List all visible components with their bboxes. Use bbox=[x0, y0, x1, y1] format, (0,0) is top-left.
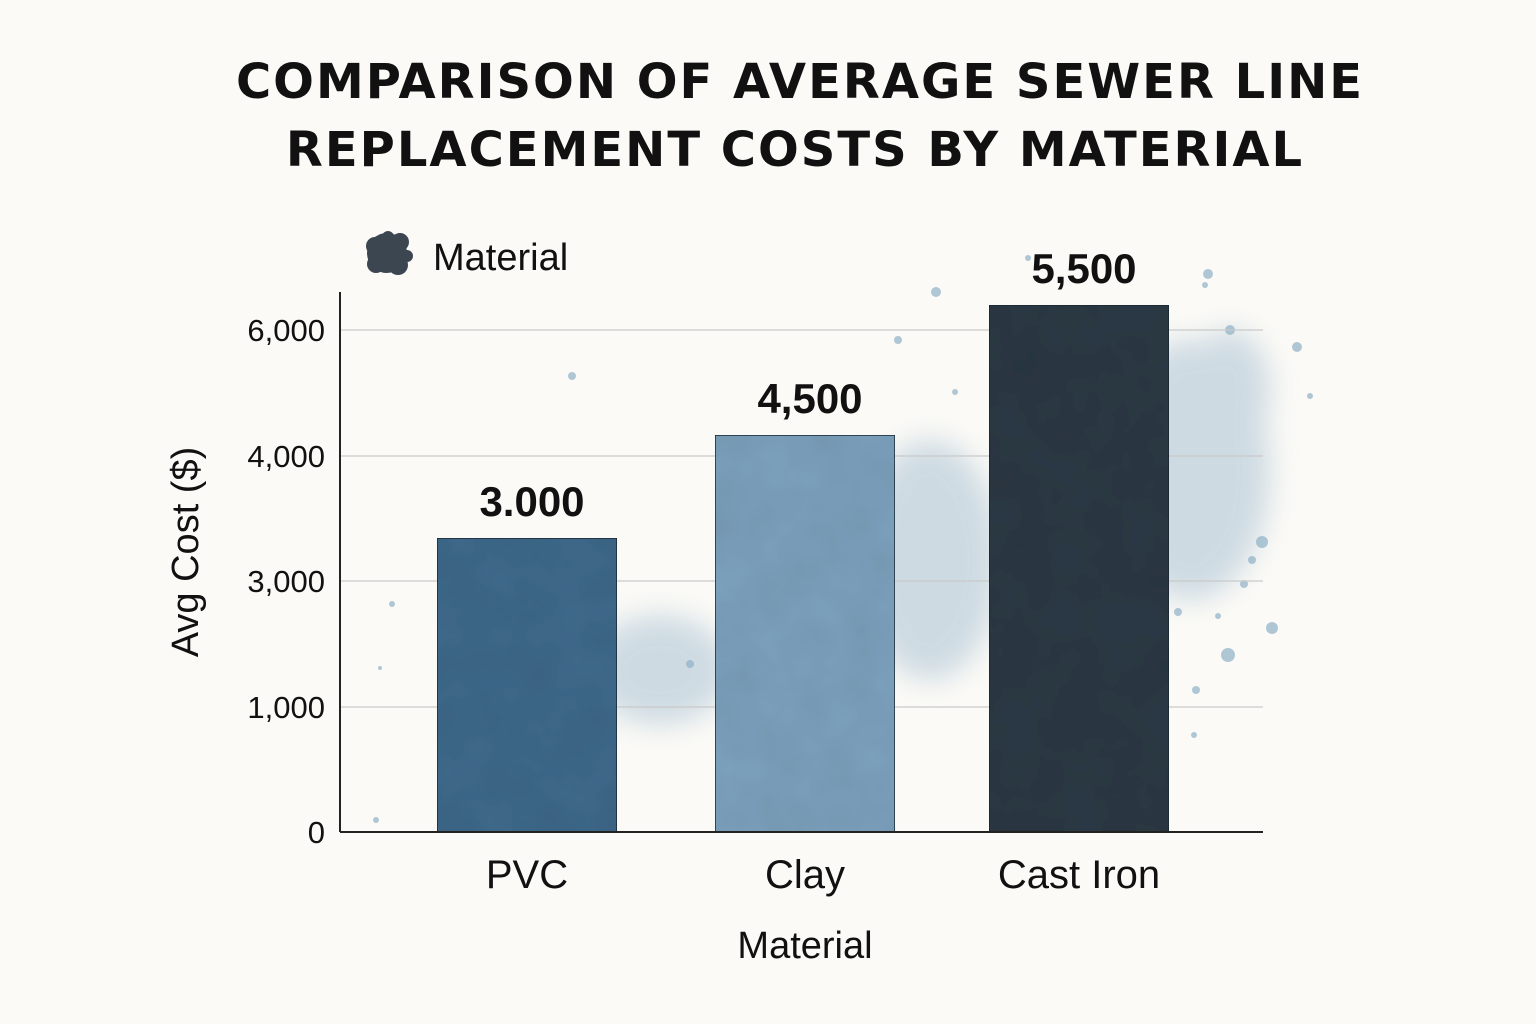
chart-title: COMPARISON OF AVERAGE SEWER LINE REPLACE… bbox=[236, 54, 1364, 178]
splatter-dot bbox=[686, 660, 694, 668]
legend-swatch-blob bbox=[401, 250, 413, 262]
y-tick-label: 1,000 bbox=[247, 690, 325, 725]
x-tick-label: Clay bbox=[765, 853, 845, 897]
splatter-dots bbox=[373, 255, 1313, 823]
bar-pvc bbox=[436, 537, 618, 833]
bar-cast-iron bbox=[988, 304, 1170, 833]
splatter-dot bbox=[1292, 342, 1302, 352]
chart-title-line-2: REPLACEMENT COSTS BY MATERIAL bbox=[286, 122, 1304, 178]
splatter-dot bbox=[1192, 686, 1200, 694]
splatter-dot bbox=[1240, 580, 1248, 588]
splatter-dot bbox=[1025, 255, 1031, 261]
splatter-dot bbox=[373, 817, 379, 823]
x-tick-label: PVC bbox=[486, 853, 568, 897]
splatter-dot bbox=[1203, 269, 1213, 279]
x-tick-label: Cast Iron bbox=[998, 853, 1160, 897]
splatter-dot bbox=[389, 601, 395, 607]
splatter-dot bbox=[1248, 556, 1256, 564]
chart-title-line-1: COMPARISON OF AVERAGE SEWER LINE bbox=[236, 54, 1364, 110]
splatter-dot bbox=[1266, 622, 1278, 634]
x-tick-labels: PVC Clay Cast Iron bbox=[486, 853, 1160, 897]
bars bbox=[436, 304, 1170, 833]
data-labels: 3.000 4,500 5,500 bbox=[479, 245, 1136, 525]
data-label: 5,500 bbox=[1031, 245, 1136, 292]
legend-swatch-blob bbox=[366, 237, 384, 255]
legend-swatch-blob bbox=[382, 231, 394, 243]
y-tick-labels: 0 1,000 3,000 4,000 6,000 bbox=[247, 313, 325, 850]
y-tick-label: 0 bbox=[308, 815, 325, 850]
data-label: 3.000 bbox=[479, 478, 584, 525]
legend-label: Material bbox=[433, 237, 568, 279]
splatter-dot bbox=[1307, 393, 1313, 399]
legend-swatch-blob bbox=[391, 233, 409, 251]
splatter-dot bbox=[568, 372, 576, 380]
y-tick-label: 4,000 bbox=[247, 439, 325, 474]
splatter-dot bbox=[1215, 613, 1221, 619]
splatter-dot bbox=[1174, 608, 1182, 616]
y-axis-title: Avg Cost ($) bbox=[165, 447, 207, 657]
legend-swatch-blob bbox=[367, 255, 385, 273]
x-axis-title: Material bbox=[737, 925, 872, 967]
legend-swatch-icon bbox=[366, 231, 413, 275]
legend: Material bbox=[366, 231, 568, 279]
splatter-dot bbox=[378, 666, 382, 670]
splatter-dot bbox=[894, 336, 902, 344]
splatter-dot bbox=[1202, 282, 1208, 288]
splatter-dot bbox=[1221, 648, 1235, 662]
y-tick-label: 6,000 bbox=[247, 313, 325, 348]
y-tick-label: 3,000 bbox=[247, 564, 325, 599]
splatter-dot bbox=[931, 287, 941, 297]
splatter-dot bbox=[952, 389, 958, 395]
bar-clay bbox=[714, 434, 896, 833]
splatter-dot bbox=[1191, 732, 1197, 738]
data-label: 4,500 bbox=[757, 375, 862, 422]
splatter-dot bbox=[1256, 536, 1268, 548]
